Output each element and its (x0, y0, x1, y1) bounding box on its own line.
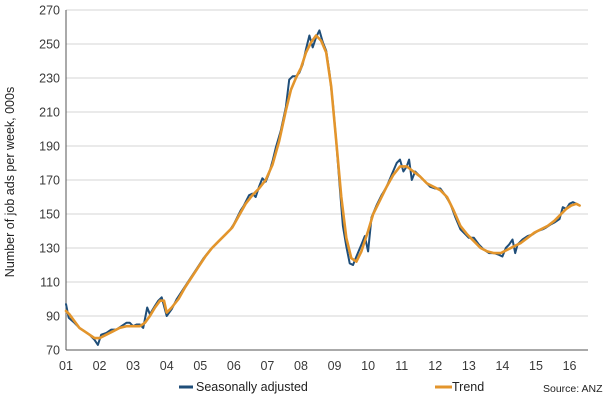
y-axis-label: Number of job ads per week, 000s (3, 87, 17, 277)
y-tick-label: 90 (46, 310, 60, 324)
x-tick-label: 16 (563, 359, 577, 373)
y-tick-label: 150 (39, 208, 60, 222)
x-tick-label: 13 (462, 359, 476, 373)
y-tick-label: 70 (46, 344, 60, 358)
x-tick-label: 08 (294, 359, 308, 373)
x-tick-label: 09 (328, 359, 342, 373)
x-tick-label: 15 (529, 359, 543, 373)
legend: Seasonally adjusted Trend (179, 380, 484, 394)
y-tick-label: 210 (39, 106, 60, 120)
y-tick-label: 270 (39, 4, 60, 18)
y-tick-label: 170 (39, 174, 60, 188)
x-tick-label: 02 (93, 359, 107, 373)
legend-label-seasonally-adjusted: Seasonally adjusted (196, 380, 308, 394)
y-tick-label: 190 (39, 140, 60, 154)
legend-label-trend: Trend (452, 380, 484, 394)
x-tick-label: 03 (126, 359, 140, 373)
y-tick-label: 110 (40, 276, 60, 290)
y-tick-label: 130 (39, 242, 60, 256)
x-tick-label: 12 (428, 359, 442, 373)
x-tick-label: 05 (193, 359, 207, 373)
y-axis-tick-labels: 70 90 110 130 150 170 190 210 230 250 270 (39, 4, 60, 358)
x-tick-label: 10 (361, 359, 375, 373)
source-note: Source: ANZ (543, 383, 603, 395)
x-tick-label: 06 (227, 359, 241, 373)
x-tick-label: 14 (495, 359, 509, 373)
x-tick-label: 04 (160, 359, 174, 373)
x-axis-tick-labels: 01 02 03 04 05 06 07 08 09 10 11 12 13 14 15 16 (59, 359, 576, 373)
y-tick-label: 250 (39, 38, 60, 52)
series-lines (64, 29, 581, 346)
x-tick-label: 01 (59, 359, 73, 373)
y-tick-label: 230 (39, 72, 60, 86)
grid-lines (66, 9, 588, 317)
x-tick-label: 07 (260, 359, 274, 373)
x-tick-label: 11 (395, 359, 408, 373)
series-line-trend (64, 34, 581, 340)
